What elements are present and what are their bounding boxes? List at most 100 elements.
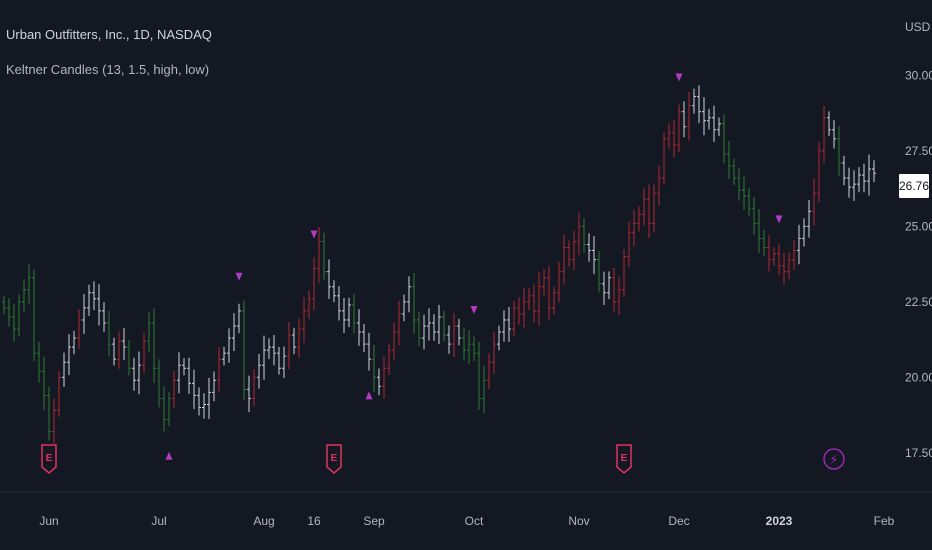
ohlc-bar [742, 176, 746, 210]
sell-signal-marker [470, 305, 478, 314]
ohlc-bar [72, 330, 76, 355]
ohlc-bar [662, 132, 666, 185]
ohlc-bar [507, 307, 511, 342]
ohlc-bar [412, 273, 416, 334]
ohlc-bar [487, 353, 491, 390]
ohlc-bar [417, 311, 421, 347]
ohlc-bar [612, 268, 616, 312]
ohlc-bar [212, 371, 216, 402]
x-tick-label: Aug [253, 514, 274, 528]
ohlc-bar [132, 357, 136, 391]
ohlc-bar [427, 308, 431, 341]
ohlc-bar [722, 114, 726, 164]
ohlc-bar [172, 370, 176, 409]
ohlc-bar [682, 101, 686, 138]
ohlc-bar [227, 328, 231, 363]
x-tick-label: Jul [151, 514, 166, 528]
ohlc-bar [397, 300, 401, 345]
ohlc-bar [152, 308, 156, 383]
ohlc-bar [7, 298, 11, 327]
ohlc-bars [2, 85, 876, 444]
ohlc-bar [822, 105, 826, 164]
time-axis[interactable]: Jun Jul Aug 16 Sep Oct Nov Dec 2023 Feb [39, 514, 894, 528]
ohlc-bar [357, 309, 361, 346]
dividend-marker: ⚡ [823, 448, 845, 470]
ohlc-bar [197, 387, 201, 416]
event-markers[interactable]: E E E ⚡ [41, 444, 845, 474]
x-tick-label: 16 [307, 514, 321, 528]
ohlc-bar [797, 224, 801, 265]
ohlc-bar [557, 262, 561, 303]
ohlc-bar [342, 297, 346, 333]
signal-markers [165, 73, 783, 460]
ohlc-bar [552, 286, 556, 315]
ohlc-bar [272, 335, 276, 366]
ohlc-bar [532, 284, 536, 323]
x-tick-label: Feb [874, 514, 895, 528]
ohlc-bar [697, 85, 701, 123]
ohlc-bar [762, 229, 766, 257]
ohlc-bar [352, 294, 356, 334]
ohlc-bar [677, 104, 681, 153]
x-tick-label: Jun [39, 514, 58, 528]
ohlc-bar [237, 303, 241, 334]
ohlc-bar [257, 353, 261, 389]
ohlc-bar [547, 265, 551, 320]
sell-signal-marker [775, 215, 783, 224]
ohlc-bar [42, 356, 46, 410]
ohlc-bar [192, 369, 196, 410]
ohlc-bar [302, 297, 306, 343]
symbol-title[interactable]: Urban Outfitters, Inc., 1D, NASDAQ [6, 27, 212, 42]
ohlc-bar [32, 269, 36, 362]
ohlc-bar [322, 232, 326, 281]
ohlc-bar [727, 141, 731, 179]
ohlc-bar [812, 178, 816, 226]
ohlc-bar [317, 226, 321, 284]
ohlc-bar [157, 359, 161, 408]
ohlc-bar [127, 339, 131, 376]
ohlc-bar [52, 398, 56, 444]
ohlc-bar [827, 111, 831, 137]
ohlc-bar [27, 263, 31, 304]
ohlc-bar [147, 311, 151, 353]
ohlc-bar [562, 234, 566, 285]
ohlc-bar [767, 235, 771, 272]
x-tick-label: 2023 [766, 514, 793, 528]
ohlc-bar [62, 352, 66, 387]
x-tick-label: Dec [668, 514, 689, 528]
ohlc-bar [707, 108, 711, 130]
ohlc-bar [692, 88, 696, 114]
sell-signal-marker [235, 272, 243, 281]
y-tick-label: 17.50 [905, 446, 932, 460]
ohlc-bar [347, 297, 351, 328]
earnings-marker: E [41, 444, 57, 474]
ohlc-bar [517, 297, 521, 325]
ohlc-bar [502, 310, 506, 342]
ohlc-bar [307, 290, 311, 319]
ohlc-bar [642, 187, 646, 226]
ohlc-bar [282, 346, 286, 378]
ohlc-bar [187, 357, 191, 394]
ohlc-bar [747, 188, 751, 217]
ohlc-bar [117, 331, 121, 369]
price-axis[interactable]: 17.50 20.00 22.50 25.00 27.50 30.00 [905, 68, 932, 459]
ohlc-bar [622, 249, 626, 297]
ohlc-bar [222, 346, 226, 366]
ohlc-bar [852, 170, 856, 201]
ohlc-bar [592, 235, 596, 275]
ohlc-bar [757, 208, 761, 254]
ohlc-bar [87, 284, 91, 316]
ohlc-bar [142, 333, 146, 374]
ohlc-bar [527, 287, 531, 310]
ohlc-bar [277, 346, 281, 375]
ohlc-bar [522, 288, 526, 328]
indicator-title[interactable]: Keltner Candles (13, 1.5, high, low) [6, 62, 210, 77]
ohlc-bar [207, 377, 211, 420]
ohlc-bar [847, 167, 851, 198]
ohlc-bar [457, 318, 461, 346]
buy-signal-marker [165, 451, 173, 460]
y-tick-label: 30.00 [905, 68, 932, 82]
ohlc-bar [392, 322, 396, 360]
ohlc-bar [402, 294, 406, 322]
